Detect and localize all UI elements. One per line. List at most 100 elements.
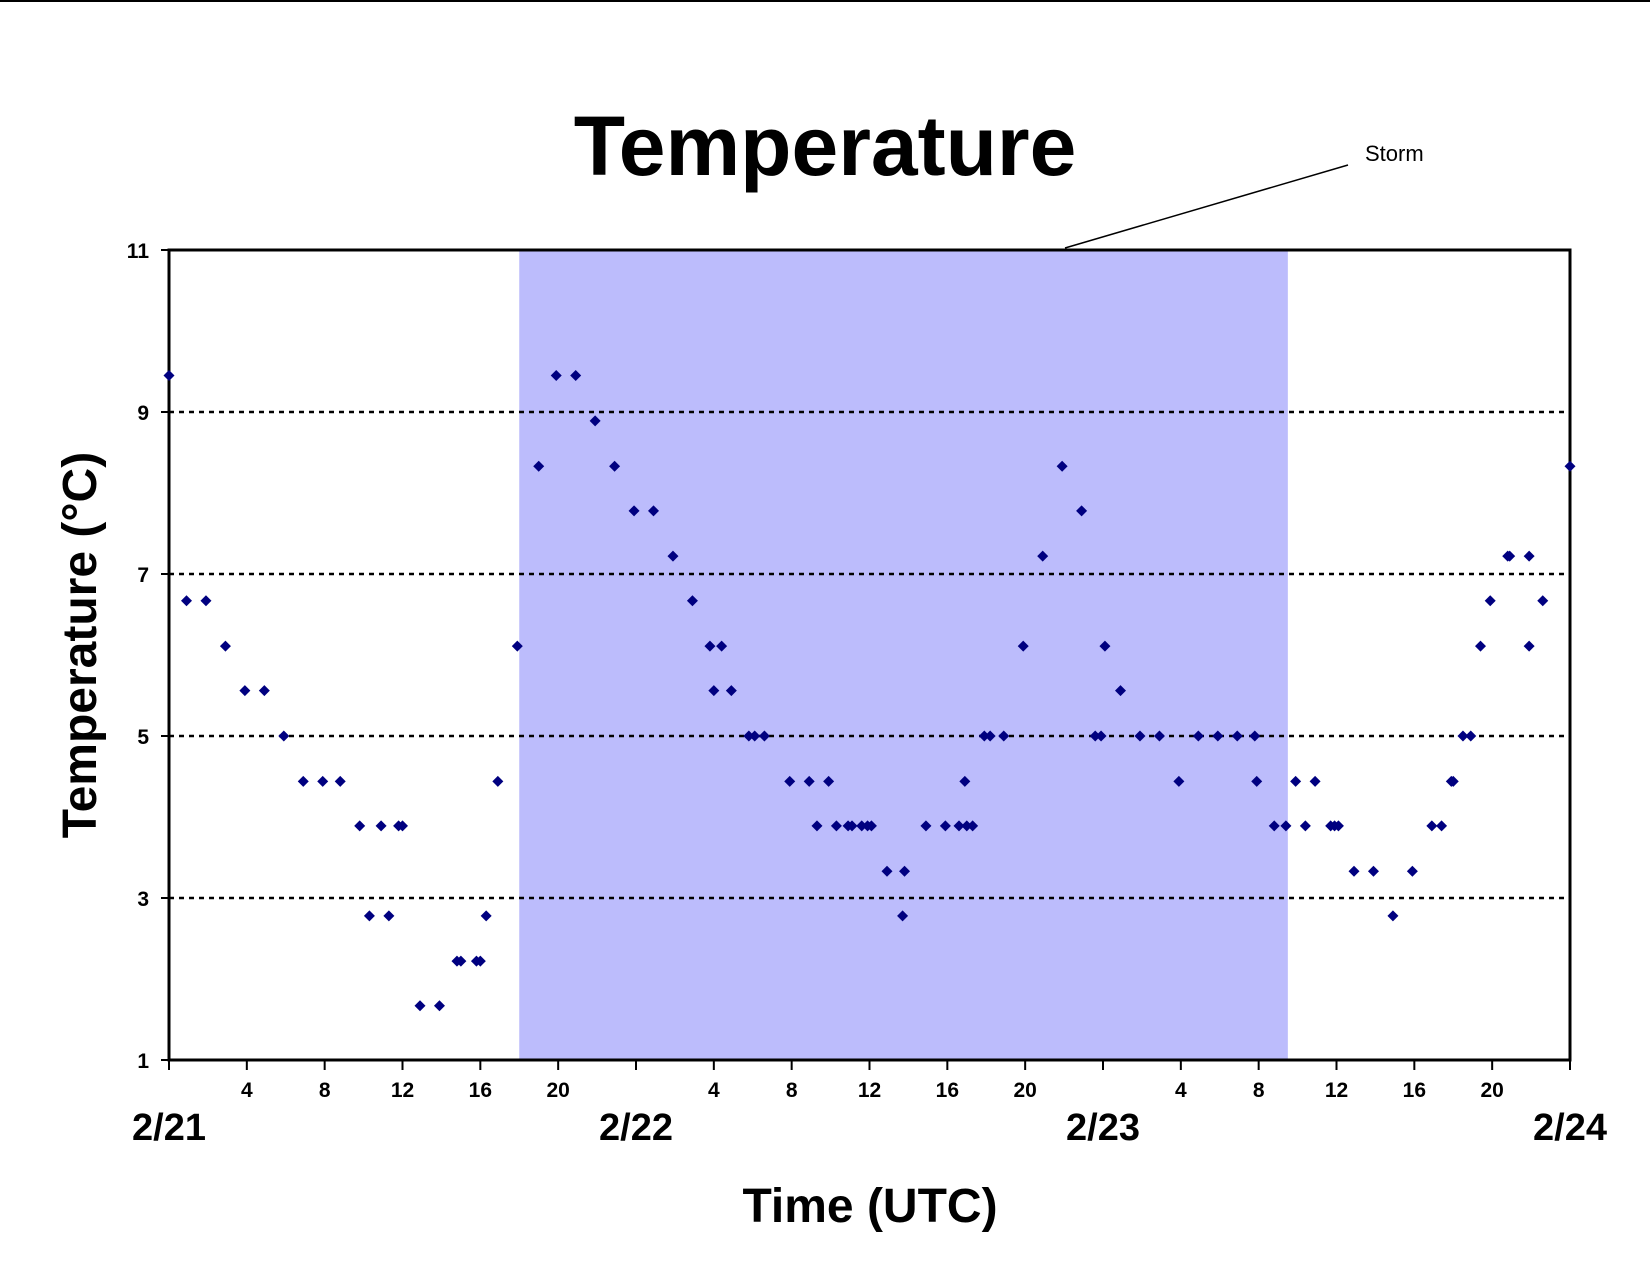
data-point bbox=[1268, 820, 1280, 832]
data-point bbox=[1436, 820, 1448, 832]
data-point bbox=[899, 865, 911, 877]
data-point bbox=[716, 640, 728, 652]
data-point bbox=[1474, 640, 1486, 652]
data-point bbox=[1387, 910, 1399, 922]
y-tick-label: 3 bbox=[137, 888, 149, 911]
data-point bbox=[628, 505, 640, 517]
data-point bbox=[1231, 730, 1243, 742]
data-point bbox=[1153, 730, 1165, 742]
data-point bbox=[881, 865, 893, 877]
data-point bbox=[1457, 730, 1469, 742]
x-tick-label: 16 bbox=[469, 1079, 492, 1102]
data-point bbox=[1426, 820, 1438, 832]
x-tick-label: 8 bbox=[1253, 1079, 1265, 1102]
x-tick-label: 16 bbox=[936, 1079, 959, 1102]
data-point bbox=[920, 820, 932, 832]
data-point bbox=[784, 775, 796, 787]
date-label: 2/24 bbox=[1533, 1107, 1607, 1149]
data-point bbox=[725, 685, 737, 697]
y-tick-label: 9 bbox=[137, 402, 149, 425]
x-tick-label: 20 bbox=[1480, 1079, 1503, 1102]
data-point bbox=[1523, 640, 1535, 652]
data-point bbox=[1251, 775, 1263, 787]
date-label: 2/22 bbox=[599, 1107, 673, 1149]
data-point bbox=[1017, 640, 1029, 652]
data-point bbox=[1367, 865, 1379, 877]
date-label: 2/21 bbox=[132, 1107, 206, 1149]
data-point bbox=[474, 955, 486, 967]
data-point bbox=[354, 820, 366, 832]
data-point bbox=[897, 910, 909, 922]
data-point bbox=[375, 820, 387, 832]
data-point bbox=[1564, 460, 1576, 472]
data-point bbox=[1465, 730, 1477, 742]
y-tick-label: 1 bbox=[137, 1050, 149, 1073]
data-point bbox=[200, 595, 212, 607]
data-point bbox=[1484, 595, 1496, 607]
data-point bbox=[433, 1000, 445, 1012]
x-tick-label: 12 bbox=[1325, 1079, 1348, 1102]
x-tick-label: 8 bbox=[786, 1079, 798, 1102]
data-point bbox=[708, 685, 720, 697]
data-point bbox=[219, 640, 231, 652]
data-point bbox=[1332, 820, 1344, 832]
data-point bbox=[297, 775, 309, 787]
data-point bbox=[1099, 640, 1111, 652]
data-point bbox=[455, 955, 467, 967]
data-point bbox=[1212, 730, 1224, 742]
data-point bbox=[1056, 460, 1068, 472]
data-point bbox=[1447, 775, 1459, 787]
data-point bbox=[959, 775, 971, 787]
data-point bbox=[749, 730, 761, 742]
data-point bbox=[550, 370, 562, 382]
data-point bbox=[830, 820, 842, 832]
data-point bbox=[533, 460, 545, 472]
data-point bbox=[278, 730, 290, 742]
data-point bbox=[1115, 685, 1127, 697]
data-point bbox=[978, 730, 990, 742]
y-tick-label: 11 bbox=[127, 240, 150, 263]
data-point bbox=[609, 460, 621, 472]
x-tick-label: 4 bbox=[241, 1079, 253, 1102]
data-point bbox=[258, 685, 270, 697]
chart-title: Temperature bbox=[574, 99, 1077, 193]
data-point bbox=[803, 775, 815, 787]
data-point bbox=[984, 730, 996, 742]
data-point bbox=[1173, 775, 1185, 787]
data-point bbox=[961, 820, 973, 832]
x-tick-label: 4 bbox=[1175, 1079, 1187, 1102]
data-point bbox=[1280, 820, 1292, 832]
data-point bbox=[414, 1000, 426, 1012]
x-tick-label: 8 bbox=[319, 1079, 331, 1102]
data-point bbox=[667, 550, 679, 562]
x-tick-label: 12 bbox=[391, 1079, 414, 1102]
data-point bbox=[686, 595, 698, 607]
data-point bbox=[704, 640, 716, 652]
data-point bbox=[163, 370, 175, 382]
data-point bbox=[383, 910, 395, 922]
storm-annotation-label: Storm bbox=[1365, 141, 1424, 166]
data-point bbox=[648, 505, 660, 517]
data-point bbox=[758, 730, 770, 742]
data-point bbox=[856, 820, 868, 832]
storm-shaded-region bbox=[519, 250, 1288, 1060]
data-point bbox=[1523, 550, 1535, 562]
x-tick-label: 20 bbox=[1013, 1079, 1036, 1102]
data-point bbox=[1537, 595, 1549, 607]
y-axis-label: Temperature (°C) bbox=[54, 452, 107, 838]
data-point bbox=[1504, 550, 1516, 562]
data-point bbox=[1192, 730, 1204, 742]
data-point bbox=[953, 820, 965, 832]
x-tick-label: 4 bbox=[708, 1079, 720, 1102]
data-point bbox=[1134, 730, 1146, 742]
data-point bbox=[570, 370, 582, 382]
data-point bbox=[939, 820, 951, 832]
data-point bbox=[317, 775, 329, 787]
data-point bbox=[865, 820, 877, 832]
data-point bbox=[743, 730, 755, 742]
data-point bbox=[1309, 775, 1321, 787]
x-axis-label: Time (UTC) bbox=[742, 1180, 997, 1233]
data-point bbox=[967, 820, 979, 832]
